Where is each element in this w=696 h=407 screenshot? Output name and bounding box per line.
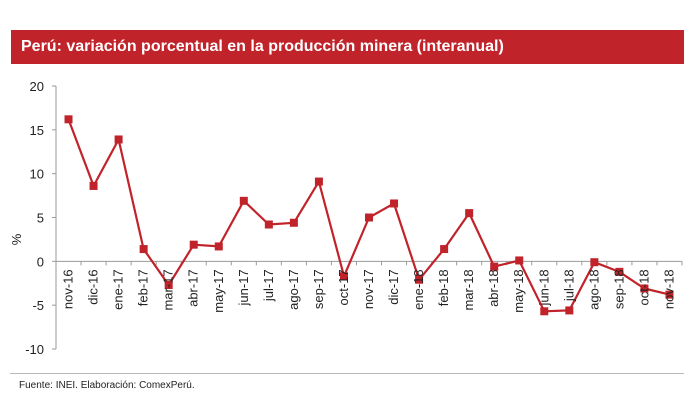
x-tick-label: may-17	[211, 269, 226, 312]
footer-divider	[10, 373, 684, 374]
x-tick-label: feb-18	[436, 269, 451, 306]
data-point	[415, 275, 424, 284]
chart-area: -10 -5 0 5 10 15 20% nov-16 dic-16 ene-17 feb-17 ma…	[0, 64, 696, 374]
x-tick-label: dic-16	[86, 269, 101, 304]
x-tick-label: jul-17	[261, 269, 276, 302]
data-point	[590, 258, 599, 267]
x-tick-label: ago-17	[286, 269, 301, 309]
data-point	[64, 115, 73, 124]
x-tick-label: ago-18	[586, 269, 601, 309]
data-point	[540, 307, 549, 316]
data-point	[139, 245, 148, 254]
data-point	[440, 245, 449, 254]
x-tick-label: abr-18	[486, 269, 501, 307]
x-tick-label: jul-18	[561, 269, 576, 302]
x-tick-label: sep-18	[611, 269, 626, 309]
data-point	[665, 290, 674, 299]
data-point	[390, 199, 399, 208]
data-point	[114, 135, 123, 144]
x-tick-label: ene-18	[411, 269, 426, 309]
data-point	[264, 220, 273, 229]
y-tick-label: 15	[30, 123, 44, 138]
data-point	[314, 177, 323, 186]
x-tick-label: feb-17	[136, 269, 151, 306]
x-tick-label: jun-17	[236, 269, 251, 306]
y-tick-label: 5	[37, 211, 44, 226]
x-tick-label: ene-17	[111, 269, 126, 309]
data-point	[239, 196, 248, 205]
data-point	[289, 218, 298, 227]
x-tick-label: mar-17	[161, 269, 176, 310]
y-tick-label: 0	[37, 254, 44, 269]
y-tick-label: -5	[32, 298, 44, 313]
data-point	[365, 213, 373, 222]
x-tick-label: mar-18	[461, 269, 476, 310]
x-tick-label: nov-18	[661, 269, 676, 309]
data-point	[465, 209, 474, 218]
x-tick-label: oct-18	[636, 269, 651, 305]
y-tick-label: -10	[25, 342, 44, 357]
source-note: Fuente: INEI. Elaboración: ComexPerú.	[19, 380, 195, 391]
x-tick-label: jun-18	[536, 269, 551, 306]
data-point	[89, 181, 98, 190]
y-tick-label: 10	[30, 167, 44, 182]
line-chart: -10 -5 0 5 10 15 20% nov-16 dic-16 ene-17 feb-17 ma…	[9, 79, 683, 357]
data-point	[515, 256, 524, 265]
x-tick-label: nov-16	[61, 269, 76, 309]
x-tick-label: dic-17	[386, 269, 401, 304]
x-tick-label: oct-17	[336, 269, 351, 305]
data-point	[640, 284, 649, 293]
y-tick-label: 20	[30, 79, 44, 94]
data-point	[615, 267, 624, 276]
data-point	[565, 306, 574, 315]
y-axis-label: %	[9, 233, 24, 245]
data-point	[214, 242, 223, 251]
data-point	[490, 262, 499, 271]
x-tick-label: abr-17	[186, 269, 201, 307]
data-point	[189, 240, 198, 249]
chart-title: Perú: variación porcentual en la producc…	[11, 30, 684, 64]
x-tick-label: nov-17	[361, 269, 376, 309]
x-tick-label: sep-17	[311, 269, 326, 309]
data-point	[164, 281, 173, 290]
x-tick-label: may-18	[511, 269, 526, 312]
data-point	[339, 272, 348, 281]
